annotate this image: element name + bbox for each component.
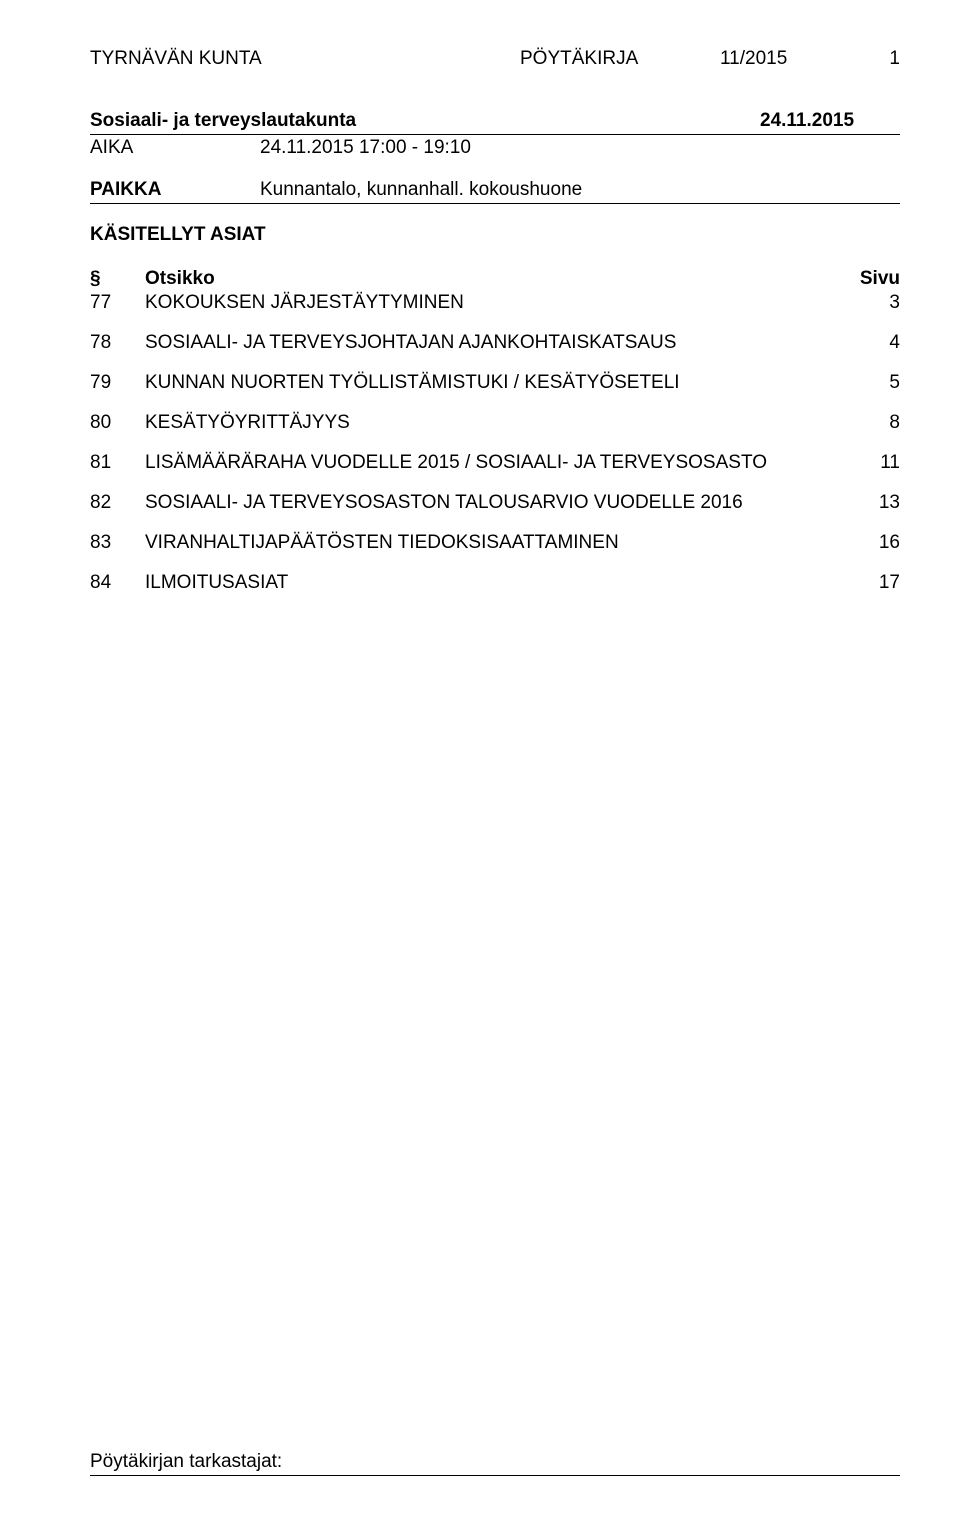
time-label: AIKA [90, 137, 260, 159]
toc-section-number: 79 [90, 372, 145, 394]
toc-header-section: § [90, 268, 145, 290]
toc-item-title: KUNNAN NUORTEN TYÖLLISTÄMISTUKI / KESÄTY… [145, 372, 850, 394]
toc-section-number: 81 [90, 452, 145, 474]
toc-section-number: 84 [90, 572, 145, 594]
toc-row: 84ILMOITUSASIAT17 [90, 572, 900, 594]
toc-item-title: KESÄTYÖYRITTÄJYYS [145, 412, 850, 434]
committee-name: Sosiaali- ja terveyslautakunta [90, 110, 760, 132]
toc-item-title: LISÄMÄÄRÄRAHA VUODELLE 2015 / SOSIAALI- … [145, 452, 850, 474]
toc-row: 77KOKOUKSEN JÄRJESTÄYTYMINEN3 [90, 292, 900, 314]
toc-header-page: Sivu [850, 268, 900, 290]
toc-row: 80KESÄTYÖYRITTÄJYYS8 [90, 412, 900, 434]
toc-item-page: 13 [850, 492, 900, 514]
toc-item-page: 4 [850, 332, 900, 354]
committee-row: Sosiaali- ja terveyslautakunta 24.11.201… [90, 110, 900, 135]
toc-row: 82SOSIAALI- JA TERVEYSOSASTON TALOUSARVI… [90, 492, 900, 514]
toc-section-number: 78 [90, 332, 145, 354]
toc-item-page: 17 [850, 572, 900, 594]
committee-date: 24.11.2015 [760, 110, 900, 132]
toc-row: 78SOSIAALI- JA TERVEYSJOHTAJAN AJANKOHTA… [90, 332, 900, 354]
time-row: AIKA 24.11.2015 17:00 - 19:10 [90, 137, 900, 159]
org-name: TYRNÄVÄN KUNTA [90, 48, 520, 70]
footer-text: Pöytäkirjan tarkastajat: [90, 1451, 900, 1476]
toc-header-title: Otsikko [145, 268, 850, 290]
toc-container: 77KOKOUKSEN JÄRJESTÄYTYMINEN378SOSIAALI-… [90, 292, 900, 594]
place-label: PAIKKA [90, 179, 260, 201]
toc-item-page: 11 [850, 452, 900, 474]
toc-row: 83VIRANHALTIJAPÄÄTÖSTEN TIEDOKSISAATTAMI… [90, 532, 900, 554]
toc-section-number: 83 [90, 532, 145, 554]
toc-row: 79KUNNAN NUORTEN TYÖLLISTÄMISTUKI / KESÄ… [90, 372, 900, 394]
toc-item-title: SOSIAALI- JA TERVEYSJOHTAJAN AJANKOHTAIS… [145, 332, 850, 354]
toc-section-number: 77 [90, 292, 145, 314]
toc-section-number: 82 [90, 492, 145, 514]
toc-section-number: 80 [90, 412, 145, 434]
toc-item-title: KOKOUKSEN JÄRJESTÄYTYMINEN [145, 292, 850, 314]
toc-item-page: 8 [850, 412, 900, 434]
place-row: PAIKKA Kunnantalo, kunnanhall. kokoushuo… [90, 179, 900, 204]
toc-item-title: VIRANHALTIJAPÄÄTÖSTEN TIEDOKSISAATTAMINE… [145, 532, 850, 554]
toc-header-row: § Otsikko Sivu [90, 268, 900, 290]
toc-row: 81LISÄMÄÄRÄRAHA VUODELLE 2015 / SOSIAALI… [90, 452, 900, 474]
handled-matters-title: KÄSITELLYT ASIAT [90, 224, 900, 246]
document-header: TYRNÄVÄN KUNTA PÖYTÄKIRJA 11/2015 1 [90, 48, 900, 70]
toc-item-page: 5 [850, 372, 900, 394]
toc-item-title: SOSIAALI- JA TERVEYSOSASTON TALOUSARVIO … [145, 492, 850, 514]
doc-number: 11/2015 [720, 48, 860, 70]
page-number: 1 [860, 48, 900, 70]
toc-item-title: ILMOITUSASIAT [145, 572, 850, 594]
time-value: 24.11.2015 17:00 - 19:10 [260, 137, 471, 159]
place-value: Kunnantalo, kunnanhall. kokoushuone [260, 179, 582, 201]
toc-item-page: 16 [850, 532, 900, 554]
doc-type: PÖYTÄKIRJA [520, 48, 720, 70]
toc-item-page: 3 [850, 292, 900, 314]
